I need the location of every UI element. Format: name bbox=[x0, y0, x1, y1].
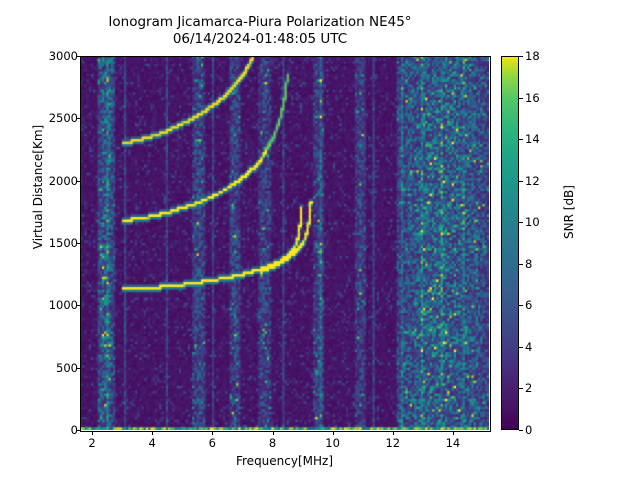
y-tick-mark bbox=[76, 180, 80, 182]
colorbar-tick-mark bbox=[519, 222, 523, 224]
x-tick-mark bbox=[152, 431, 154, 435]
y-tick-label: 3000 bbox=[48, 49, 78, 63]
x-tick-label: 2 bbox=[88, 436, 96, 450]
colorbar-tick-mark bbox=[519, 388, 523, 390]
x-tick-label: 14 bbox=[445, 436, 461, 450]
colorbar-label: SNR [dB] bbox=[562, 185, 576, 239]
colorbar-tick-label: 18 bbox=[525, 49, 540, 63]
colorbar-tick-label: 10 bbox=[525, 215, 540, 230]
ionogram-plot-area bbox=[80, 56, 489, 430]
colorbar-tick-label: 0 bbox=[525, 423, 533, 437]
colorbar-tick-label: 14 bbox=[525, 132, 540, 147]
x-tick-mark bbox=[392, 431, 394, 435]
x-tick-label: 10 bbox=[325, 436, 340, 450]
colorbar-tick-label: 12 bbox=[525, 173, 540, 188]
colorbar-tick-label: 4 bbox=[525, 339, 533, 354]
y-tick-label: 1000 bbox=[48, 298, 78, 313]
y-tick-mark bbox=[76, 305, 80, 307]
y-tick-label: 500 bbox=[56, 360, 78, 375]
title-line-1: Ionogram Jicamarca-Piura Polarization NE… bbox=[108, 14, 412, 30]
title-line-2: 06/14/2024-01:48:05 UTC bbox=[172, 31, 348, 47]
colorbar-tick-mark bbox=[519, 346, 523, 348]
x-tick-label: 8 bbox=[268, 436, 277, 450]
colorbar-tick-label: 8 bbox=[525, 256, 533, 271]
y-tick-mark bbox=[76, 430, 80, 431]
x-tick-label: 6 bbox=[208, 436, 216, 450]
colorbar-tick-label: 16 bbox=[525, 90, 540, 105]
x-tick-label: 12 bbox=[385, 436, 401, 450]
x-axis-label: Frequency[MHz] bbox=[235, 454, 334, 468]
y-tick-label: 2500 bbox=[48, 111, 78, 126]
y-tick-label: 1500 bbox=[48, 236, 78, 250]
x-tick-mark bbox=[212, 431, 214, 435]
y-axis-label: Virtual Distance[Km] bbox=[31, 124, 45, 250]
colorbar-tick-mark bbox=[519, 180, 523, 182]
colorbar-tick-mark bbox=[519, 97, 523, 99]
x-tick-mark bbox=[452, 431, 454, 435]
colorbar-tick-mark bbox=[519, 305, 523, 307]
colorbar-gradient bbox=[501, 56, 519, 430]
y-tick-mark bbox=[76, 56, 80, 57]
figure-title: Ionogram Jicamarca-Piura Polarization NE… bbox=[0, 14, 520, 48]
x-tick-mark bbox=[92, 431, 93, 435]
x-tick-label: 4 bbox=[148, 436, 156, 450]
colorbar-tick-mark bbox=[519, 56, 523, 57]
ionogram-heatmap bbox=[80, 56, 489, 430]
colorbar-tick-label: 2 bbox=[525, 381, 533, 396]
y-tick-label: 2000 bbox=[48, 173, 78, 188]
colorbar-tick-mark bbox=[519, 430, 523, 431]
y-tick-mark bbox=[76, 118, 80, 120]
x-tick-mark bbox=[272, 431, 274, 435]
colorbar-tick-label: 6 bbox=[525, 298, 533, 313]
y-tick-mark bbox=[76, 367, 80, 369]
colorbar-tick-mark bbox=[519, 263, 523, 265]
colorbar-tick-mark bbox=[519, 139, 523, 141]
y-tick-label: 0 bbox=[70, 423, 78, 437]
x-tick-mark bbox=[332, 431, 334, 435]
y-tick-mark bbox=[76, 243, 80, 244]
